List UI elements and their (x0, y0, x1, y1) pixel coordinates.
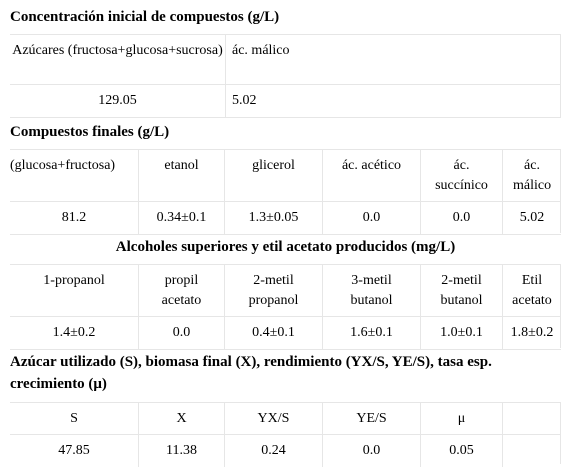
alcohols-title: Alcoholes superiores y etil acetato prod… (115, 239, 456, 255)
alcohols-header-propyl-acetate: propil acetato (138, 265, 224, 317)
final-title: Compuestos finales (g/L) (10, 124, 170, 140)
alcohols-header-row: 1-propanol propil acetato 2-metil propan… (10, 264, 561, 317)
final-header-malic: ác. málico (502, 150, 561, 202)
final-header-sugars: (glucosa+fructosa) (10, 158, 116, 173)
final-header-ethanol: etanol (138, 150, 224, 202)
alcohols-value-row: 1.4±0.2 0.0 0.4±0.1 1.6±0.1 1.0±0.1 1.8±… (10, 316, 561, 350)
yield-header-x: X (138, 403, 224, 435)
yield-header-s: S (70, 411, 78, 426)
alcohols-header-3-methyl-butanol: 3-metil butanol (322, 265, 420, 317)
alcohols-value-methyl-propanol: 0.4±0.1 (224, 317, 322, 349)
final-value-row: 81.2 0.34±0.1 1.3±0.05 0.0 0.0 5.02 (10, 201, 561, 235)
yield-title-line2: crecimiento (μ) (10, 376, 107, 392)
initial-value-sugars: 129.05 (98, 93, 137, 108)
final-value-acetic: 0.0 (322, 202, 420, 234)
final-value-malic: 5.02 (502, 202, 561, 234)
yield-value-empty (502, 435, 561, 467)
yield-header-yxs: YX/S (224, 403, 322, 435)
final-header-glycerol: glicerol (224, 150, 322, 202)
initial-header-sugars: Azúcares (fructosa+glucosa+sucrosa) (12, 43, 223, 58)
alcohols-header-methyl-propanol: 2-metil propanol (224, 265, 322, 317)
final-header-acetic: ác. acético (322, 150, 420, 202)
final-value-succinic: 0.0 (420, 202, 502, 234)
yield-header-mu: μ (420, 403, 502, 435)
final-value-glycerol: 1.3±0.05 (224, 202, 322, 234)
alcohols-header-2-methyl-butanol: 2-metil butanol (420, 265, 502, 317)
alcohols-value-3-methyl-butanol: 1.6±0.1 (322, 317, 420, 349)
initial-title: Concentración inicial de compuestos (g/L… (10, 9, 280, 25)
initial-header-malic: ác. málico (225, 35, 561, 85)
yield-header-row: S X YX/S YE/S μ (10, 402, 561, 435)
alcohols-value-ethyl-acetate: 1.8±0.2 (502, 317, 561, 349)
yield-title-line1: Azúcar utilizado (S), biomasa final (X),… (10, 354, 492, 370)
alcohols-header-ethyl-acetate: Etil acetato (502, 265, 561, 317)
alcohols-value-propyl-acetate: 0.0 (138, 317, 224, 349)
yield-value-x: 11.38 (138, 435, 224, 467)
alcohols-value-2-methyl-butanol: 1.0±0.1 (420, 317, 502, 349)
alcohols-value-propanol: 1.4±0.2 (52, 325, 96, 340)
alcohols-header-propanol: 1-propanol (43, 273, 105, 288)
initial-value-row: 129.05 5.02 (10, 84, 561, 118)
yield-value-yxs: 0.24 (224, 435, 322, 467)
final-header-row: (glucosa+fructosa) etanol glicerol ác. a… (10, 149, 561, 202)
final-table: (glucosa+fructosa) etanol glicerol ác. a… (10, 149, 561, 235)
yield-value-row: 47.85 11.38 0.24 0.0 0.05 (10, 434, 561, 467)
yield-value-s: 47.85 (58, 443, 90, 458)
final-value-sugars: 81.2 (61, 210, 87, 225)
yield-table: S X YX/S YE/S μ 47.85 11.38 0.24 0.0 0.0… (10, 402, 561, 467)
final-value-ethanol: 0.34±0.1 (138, 202, 224, 234)
yield-header-empty (502, 403, 561, 435)
yield-value-mu: 0.05 (420, 435, 502, 467)
final-header-succinic: ác. succínico (420, 150, 502, 202)
yield-header-yes: YE/S (322, 403, 420, 435)
initial-header-row: Azúcares (fructosa+glucosa+sucrosa) ác. … (10, 34, 561, 85)
initial-table: Azúcares (fructosa+glucosa+sucrosa) ác. … (10, 34, 561, 118)
alcohols-table: 1-propanol propil acetato 2-metil propan… (10, 264, 561, 350)
initial-value-malic: 5.02 (225, 85, 561, 117)
yield-value-yes: 0.0 (322, 435, 420, 467)
